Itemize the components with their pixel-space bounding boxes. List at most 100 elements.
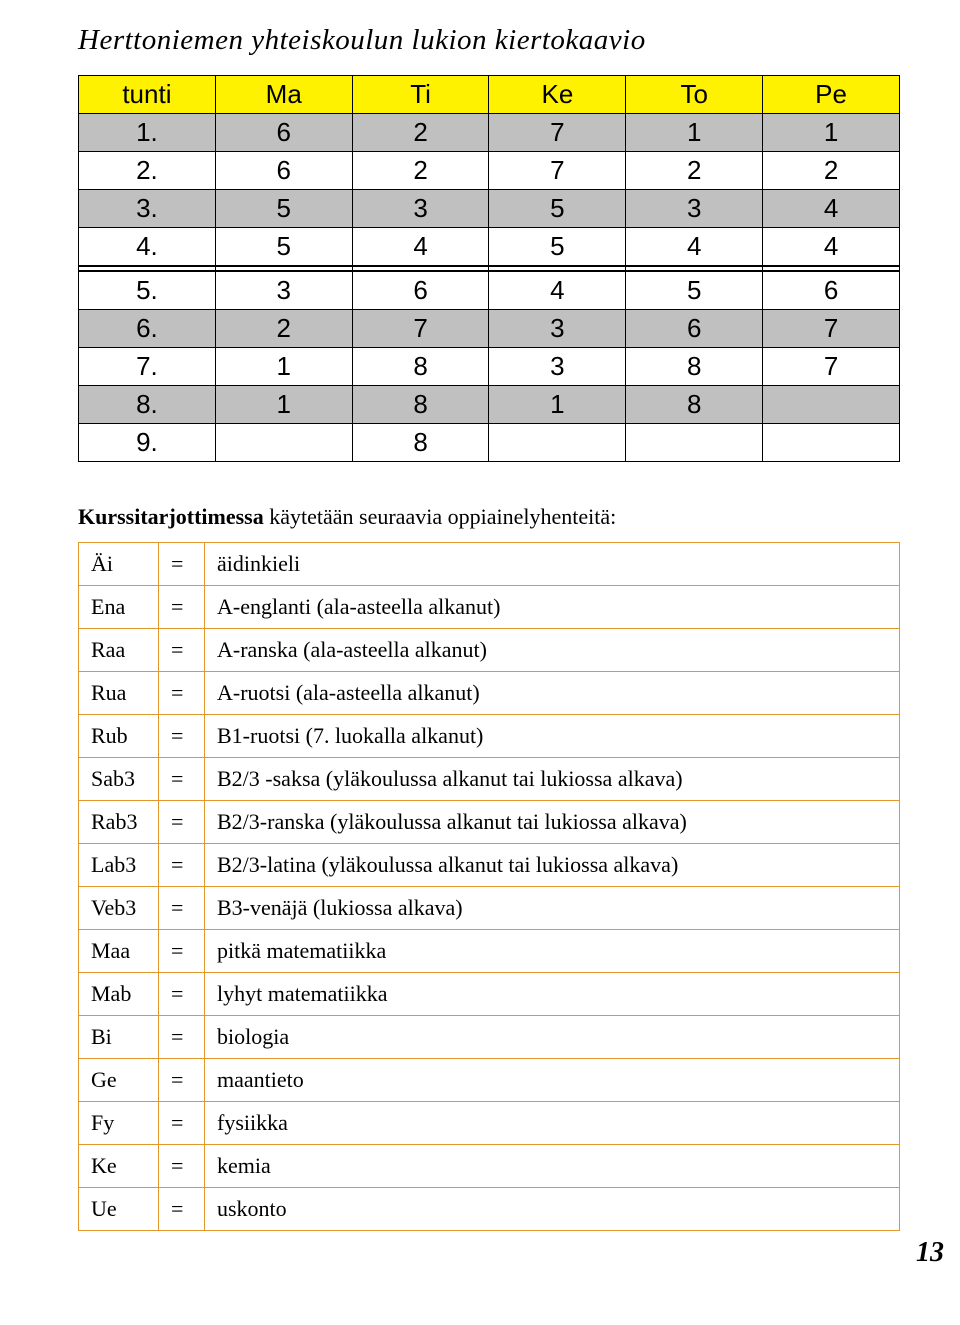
schedule-cell: 8 bbox=[626, 348, 763, 386]
schedule-cell: 1. bbox=[79, 114, 216, 152]
abbrev-desc: fysiikka bbox=[205, 1102, 900, 1145]
schedule-cell: 4. bbox=[79, 228, 216, 267]
abbrev-key: Sab3 bbox=[79, 758, 159, 801]
schedule-row: 5.36456 bbox=[79, 271, 900, 310]
schedule-cell bbox=[763, 386, 900, 424]
page-title: Herttoniemen yhteiskoulun lukion kiertok… bbox=[78, 24, 900, 57]
schedule-cell: 6 bbox=[626, 310, 763, 348]
abbrev-row: Ge=maantieto bbox=[79, 1059, 900, 1102]
abbrev-desc: A-englanti (ala-asteella alkanut) bbox=[205, 586, 900, 629]
abbrev-equals: = bbox=[159, 543, 205, 586]
abbrev-equals: = bbox=[159, 629, 205, 672]
schedule-header-cell: Ti bbox=[352, 76, 489, 114]
abbrev-heading: Kurssitarjottimessa käytetään seuraavia … bbox=[78, 504, 900, 530]
abbrev-row: Äi=äidinkieli bbox=[79, 543, 900, 586]
schedule-cell: 7 bbox=[489, 152, 626, 190]
schedule-cell: 7 bbox=[352, 310, 489, 348]
schedule-row: 1.62711 bbox=[79, 114, 900, 152]
abbrev-desc: maantieto bbox=[205, 1059, 900, 1102]
schedule-row: 8.1818 bbox=[79, 386, 900, 424]
abbrev-row: Veb3=B3-venäjä (lukiossa alkava) bbox=[79, 887, 900, 930]
schedule-table: tuntiMaTiKeToPe 1.627112.627223.535344.5… bbox=[78, 75, 900, 462]
schedule-cell: 9. bbox=[79, 424, 216, 462]
schedule-cell bbox=[626, 424, 763, 462]
abbrev-equals: = bbox=[159, 758, 205, 801]
abbrev-key: Rub bbox=[79, 715, 159, 758]
schedule-cell: 7 bbox=[489, 114, 626, 152]
abbrev-desc: B2/3-ranska (yläkoulussa alkanut tai luk… bbox=[205, 801, 900, 844]
abbrev-row: Bi=biologia bbox=[79, 1016, 900, 1059]
schedule-cell: 5 bbox=[215, 228, 352, 267]
abbrev-desc: A-ruotsi (ala-asteella alkanut) bbox=[205, 672, 900, 715]
abbrev-row: Ue=uskonto bbox=[79, 1188, 900, 1231]
abbrev-key: Mab bbox=[79, 973, 159, 1016]
abbrev-desc: B2/3 -saksa (yläkoulussa alkanut tai luk… bbox=[205, 758, 900, 801]
schedule-row: 2.62722 bbox=[79, 152, 900, 190]
schedule-cell: 4 bbox=[626, 228, 763, 267]
schedule-cell: 2 bbox=[763, 152, 900, 190]
schedule-cell: 2 bbox=[352, 152, 489, 190]
abbrev-equals: = bbox=[159, 973, 205, 1016]
schedule-cell: 1 bbox=[626, 114, 763, 152]
abbrev-desc: lyhyt matematiikka bbox=[205, 973, 900, 1016]
schedule-cell: 4 bbox=[763, 228, 900, 267]
schedule-cell: 1 bbox=[215, 348, 352, 386]
abbrev-key: Ke bbox=[79, 1145, 159, 1188]
abbrev-equals: = bbox=[159, 1059, 205, 1102]
schedule-cell: 2 bbox=[215, 310, 352, 348]
schedule-cell: 3 bbox=[215, 271, 352, 310]
schedule-cell: 5 bbox=[489, 228, 626, 267]
abbrev-key: Ge bbox=[79, 1059, 159, 1102]
schedule-cell: 4 bbox=[489, 271, 626, 310]
schedule-cell: 2 bbox=[352, 114, 489, 152]
abbrev-row: Rub=B1-ruotsi (7. luokalla alkanut) bbox=[79, 715, 900, 758]
schedule-row: 3.53534 bbox=[79, 190, 900, 228]
abbrev-desc: kemia bbox=[205, 1145, 900, 1188]
abbrev-equals: = bbox=[159, 1016, 205, 1059]
schedule-cell: 5 bbox=[215, 190, 352, 228]
schedule-cell: 6 bbox=[352, 271, 489, 310]
abbrev-key: Äi bbox=[79, 543, 159, 586]
abbrev-desc: B1-ruotsi (7. luokalla alkanut) bbox=[205, 715, 900, 758]
abbrev-row: Rab3=B2/3-ranska (yläkoulussa alkanut ta… bbox=[79, 801, 900, 844]
schedule-cell: 3 bbox=[489, 348, 626, 386]
schedule-cell: 8 bbox=[626, 386, 763, 424]
abbrev-key: Ena bbox=[79, 586, 159, 629]
schedule-cell: 3 bbox=[352, 190, 489, 228]
schedule-cell: 5. bbox=[79, 271, 216, 310]
schedule-header-cell: tunti bbox=[79, 76, 216, 114]
abbrev-key: Fy bbox=[79, 1102, 159, 1145]
schedule-cell: 4 bbox=[763, 190, 900, 228]
abbrev-row: Lab3=B2/3-latina (yläkoulussa alkanut ta… bbox=[79, 844, 900, 887]
abbrev-desc: pitkä matematiikka bbox=[205, 930, 900, 973]
abbrev-row: Mab=lyhyt matematiikka bbox=[79, 973, 900, 1016]
abbrev-equals: = bbox=[159, 672, 205, 715]
schedule-cell: 3 bbox=[626, 190, 763, 228]
abbrev-equals: = bbox=[159, 887, 205, 930]
page-number: 13 bbox=[78, 1237, 944, 1269]
schedule-cell bbox=[489, 424, 626, 462]
schedule-cell: 6 bbox=[763, 271, 900, 310]
abbrev-desc: biologia bbox=[205, 1016, 900, 1059]
schedule-cell: 6. bbox=[79, 310, 216, 348]
abbrev-equals: = bbox=[159, 1145, 205, 1188]
schedule-cell: 7 bbox=[763, 348, 900, 386]
schedule-cell: 3. bbox=[79, 190, 216, 228]
schedule-cell: 4 bbox=[352, 228, 489, 267]
abbrev-key: Raa bbox=[79, 629, 159, 672]
schedule-cell bbox=[215, 424, 352, 462]
abbrev-desc: B3-venäjä (lukiossa alkava) bbox=[205, 887, 900, 930]
schedule-cell: 7 bbox=[763, 310, 900, 348]
abbrev-key: Ue bbox=[79, 1188, 159, 1231]
abbrev-desc: B2/3-latina (yläkoulussa alkanut tai luk… bbox=[205, 844, 900, 887]
schedule-cell: 7. bbox=[79, 348, 216, 386]
abbrev-row: Ena=A-englanti (ala-asteella alkanut) bbox=[79, 586, 900, 629]
schedule-cell: 8 bbox=[352, 348, 489, 386]
abbrev-key: Lab3 bbox=[79, 844, 159, 887]
abbrev-equals: = bbox=[159, 715, 205, 758]
schedule-cell: 8 bbox=[352, 386, 489, 424]
abbrev-row: Maa=pitkä matematiikka bbox=[79, 930, 900, 973]
abbrev-desc: A-ranska (ala-asteella alkanut) bbox=[205, 629, 900, 672]
schedule-header-cell: To bbox=[626, 76, 763, 114]
schedule-row: 4.54544 bbox=[79, 228, 900, 267]
